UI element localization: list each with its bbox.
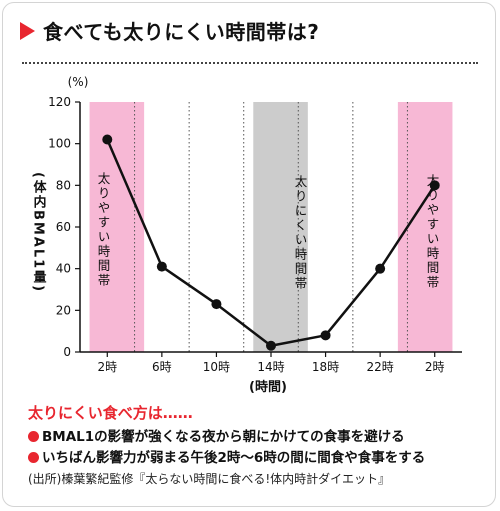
band-label: 太りにくい時間帯 [293,174,308,291]
time-bands [89,102,453,352]
y-unit-label: (%) [68,75,89,89]
triangle-arrow-icon [20,21,35,40]
notes-section: 太りにくい食べ方は…… BMAL1の影響が強くなる夜から朝にかけての食事を避ける… [28,402,488,469]
y-tick-label: 80 [56,178,71,192]
x-tick-label: 14時 [257,360,284,374]
y-tick-label: 40 [56,262,71,276]
x-tick-label: 6時 [152,360,172,374]
band-labels: 太りやすい時間帯 太りにくい時間帯 太りやすい時間帯 [96,171,440,291]
y-tick-label: 20 [56,303,71,317]
notes-title: 太りにくい食べ方は…… [28,404,193,422]
band-label: 太りやすい時間帯 [425,173,440,290]
x-tick-label: 18時 [312,360,339,374]
y-tick-label: 100 [48,137,71,151]
note-item: BMAL1の影響が強くなる夜から朝にかけての食事を避ける [28,427,488,448]
source-citation: (出所)榛葉繁紀監修『太らない時間に食べる!体内時計ダイエット』 [28,472,391,486]
line-chart: 0 20 40 60 80 100 120 2時 6時 10時 14時 18時 22時 2時 (体内BMAL… [31,75,462,395]
data-point [375,263,386,274]
x-axis-label: (時間) [249,379,287,395]
x-tick-label: 2時 [425,360,445,374]
data-point [266,340,276,351]
note-text: BMAL1の影響が強くなる夜から朝にかけての食事を避ける [42,429,405,445]
tick-labels: 0 20 40 60 80 100 120 2時 6時 10時 14時 18時 22時 2時 (体内BMAL… [31,95,445,374]
y-tick-label: 0 [63,345,71,359]
band-label: 太りやすい時間帯 [96,171,111,288]
data-point [211,299,222,310]
bullet-icon [28,431,39,442]
series-line [102,134,440,351]
y-tick-label: 120 [48,95,71,109]
y-tick-label: 60 [56,220,71,234]
x-tick-label: 22時 [367,360,394,374]
x-tick-label: 10時 [203,360,230,374]
page-title: 食べても太りにくい時間帯は? [43,20,320,44]
note-item: いちばん影響力が弱まる午後2時〜6時の間に間食や食事をする [28,448,488,469]
data-point [320,330,331,341]
title-divider [22,62,478,64]
x-tick-label: 2時 [97,360,117,374]
note-text: いちばん影響力が弱まる午後2時〜6時の間に間食や食事をする [42,450,426,466]
data-point [102,134,113,145]
y-axis-label: (体内BMAL1量) [31,172,47,293]
bullet-icon [28,452,39,463]
data-point [156,261,167,272]
data-point [429,180,440,191]
title-row: 食べても太りにくい時間帯は? [20,16,319,45]
axes [75,101,462,357]
